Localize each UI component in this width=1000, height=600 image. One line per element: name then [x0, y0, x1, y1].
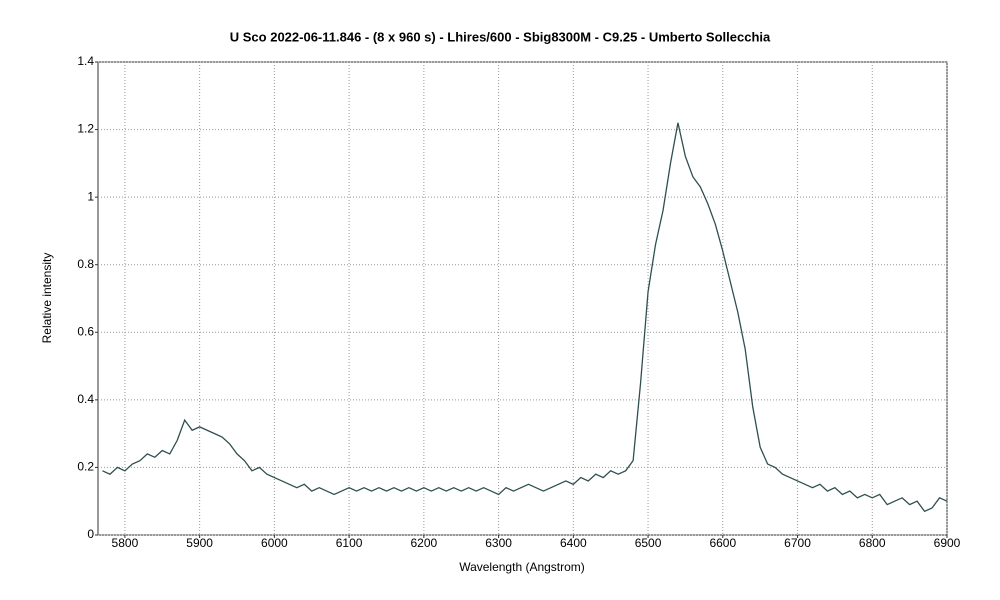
x-tick-label: 6400 — [560, 536, 587, 550]
y-tick-label: 1 — [87, 189, 94, 203]
x-axis-label: Wavelength (Angstrom) — [459, 560, 585, 574]
spectrum-line — [102, 122, 948, 513]
x-tick-label: 6900 — [934, 536, 961, 550]
chart-title: U Sco 2022-06-11.846 - (8 x 960 s) - Lhi… — [230, 29, 771, 44]
y-tick-label: 1.2 — [77, 122, 94, 136]
y-tick-label: 1.4 — [77, 54, 94, 68]
y-tick-label: 0.6 — [77, 324, 94, 338]
x-tick-label: 6100 — [336, 536, 363, 550]
x-tick-label: 5800 — [112, 536, 139, 550]
x-tick-label: 6300 — [485, 536, 512, 550]
y-tick-label: 0.8 — [77, 257, 94, 271]
x-tick-label: 6700 — [784, 536, 811, 550]
x-tick-label: 5900 — [186, 536, 213, 550]
x-tick-label: 6800 — [859, 536, 886, 550]
x-tick-label: 6200 — [410, 536, 437, 550]
x-tick-label: 6000 — [261, 536, 288, 550]
y-tick-label: 0.4 — [77, 392, 94, 406]
plot-frame — [97, 61, 948, 536]
y-tick-label: 0 — [87, 527, 94, 541]
y-axis-label: Relative intensity — [40, 253, 54, 344]
y-tick-label: 0.2 — [77, 460, 94, 474]
x-tick-label: 6600 — [709, 536, 736, 550]
x-tick-label: 6500 — [635, 536, 662, 550]
